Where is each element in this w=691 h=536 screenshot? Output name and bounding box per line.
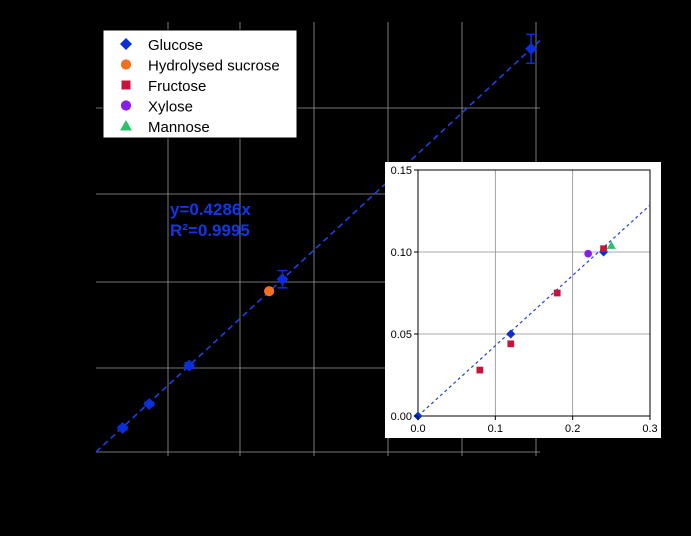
data-point (116, 422, 129, 434)
inset-data-point (553, 289, 561, 297)
inset-x-tick-label: 0.0 (410, 423, 425, 435)
inset-data-marks (413, 240, 616, 421)
data-point (525, 42, 538, 55)
inset-x-tick-label: 0.3 (642, 423, 657, 435)
inset-data-point (606, 240, 616, 249)
inset-y-tick-label: 0.15 (391, 165, 412, 177)
inset-chart: 0.0 0.1 0.2 0.3 0.00 0.05 0.10 0.15 (385, 162, 661, 438)
inset-data-point (476, 366, 484, 374)
inset-y-tick-label: 0.00 (391, 411, 412, 423)
equation-text: y=0.4286x (170, 200, 251, 219)
data-point (264, 286, 275, 297)
legend: Glucose Hydrolysed sucrose Fructose Xylose M… (102, 29, 298, 139)
legend-label: Fructose (148, 78, 206, 95)
inset-tick-labels: 0.0 0.1 0.2 0.3 0.00 0.05 0.10 0.15 (391, 165, 658, 435)
inset-x-tick-label: 0.1 (488, 423, 503, 435)
data-point (183, 359, 196, 372)
legend-label: Mannose (148, 119, 210, 136)
inset-plot-frame (417, 169, 651, 417)
legend-marker (120, 120, 132, 131)
inset-data-point (600, 245, 607, 253)
legend-marker (120, 38, 132, 50)
main-fit-line-path (95, 39, 541, 453)
legend-label: Xylose (148, 99, 193, 116)
main-data-marks (116, 33, 538, 434)
legend-box (102, 29, 298, 139)
data-point (143, 398, 156, 410)
main-fit-line (95, 39, 541, 453)
inset-fit-line (417, 204, 651, 417)
legend-label: Hydrolysed sucrose (148, 58, 280, 75)
fit-equation: y=0.4286x R²=0.9995 (170, 200, 251, 240)
inset-grid (418, 170, 650, 416)
inset-data-point (507, 340, 515, 348)
inset-y-tick-label: 0.05 (391, 329, 412, 341)
legend-label: Glucose (148, 37, 203, 54)
inset-y-tick-label: 0.10 (391, 247, 412, 259)
legend-marker (120, 59, 132, 70)
legend-marker (121, 80, 131, 90)
inset-background (385, 162, 661, 438)
legend-marker (120, 100, 132, 111)
inset-data-point (584, 249, 592, 258)
r-squared-text: R²=0.9995 (170, 221, 250, 240)
data-point (276, 273, 289, 286)
inset-fit-line-path (417, 204, 651, 417)
inset-data-point (506, 329, 516, 339)
inset-x-tick-label: 0.2 (565, 423, 580, 435)
